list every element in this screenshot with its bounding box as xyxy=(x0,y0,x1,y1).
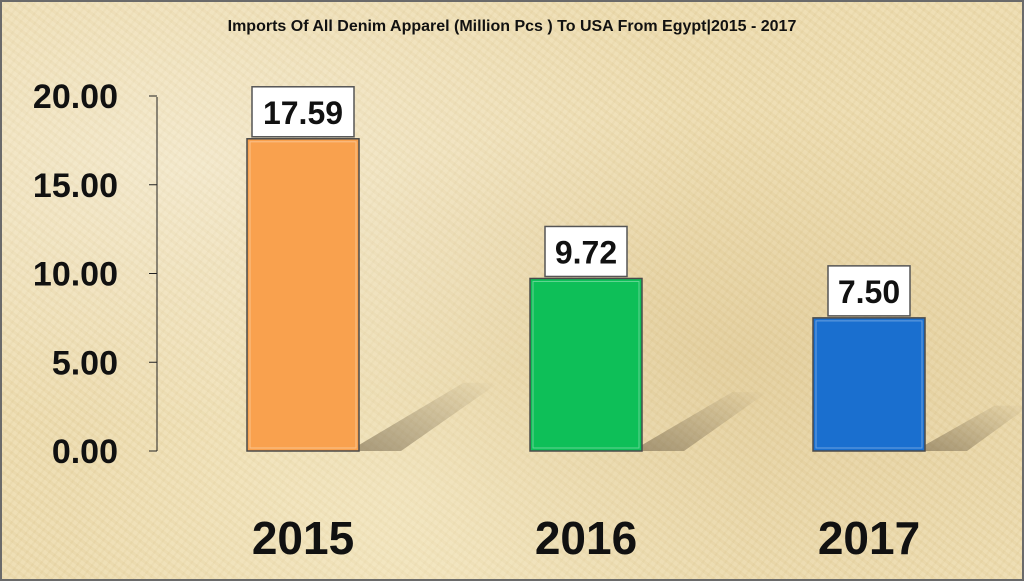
bar-shadow xyxy=(359,382,499,451)
bar-shadow xyxy=(642,392,768,451)
data-label-box xyxy=(544,225,628,278)
data-label-box xyxy=(827,265,911,317)
x-category-label: 2016 xyxy=(535,512,637,564)
data-label: 7.50 xyxy=(838,274,900,310)
bar-2016 xyxy=(529,277,643,452)
y-tick-label: 10.00 xyxy=(33,256,118,294)
bar-2015 xyxy=(246,138,360,452)
chart-title: Imports Of All Denim Apparel (Million Pc… xyxy=(228,18,797,35)
data-label: 9.72 xyxy=(555,234,617,270)
bar-inner-highlight xyxy=(532,280,640,449)
data-label: 17.59 xyxy=(263,95,343,131)
bar-shadow xyxy=(925,405,1022,451)
y-tick-label: 5.00 xyxy=(52,344,118,382)
y-tick-label: 20.00 xyxy=(33,78,118,116)
x-category-label: 2017 xyxy=(818,512,920,564)
y-tick-label: 0.00 xyxy=(52,433,118,471)
bar-inner-highlight xyxy=(249,141,357,449)
y-tick-label: 15.00 xyxy=(33,167,118,205)
bar-2017 xyxy=(812,317,926,452)
data-label-box xyxy=(251,86,355,138)
x-category-label: 2015 xyxy=(252,512,354,564)
bar-inner-highlight xyxy=(815,320,923,449)
